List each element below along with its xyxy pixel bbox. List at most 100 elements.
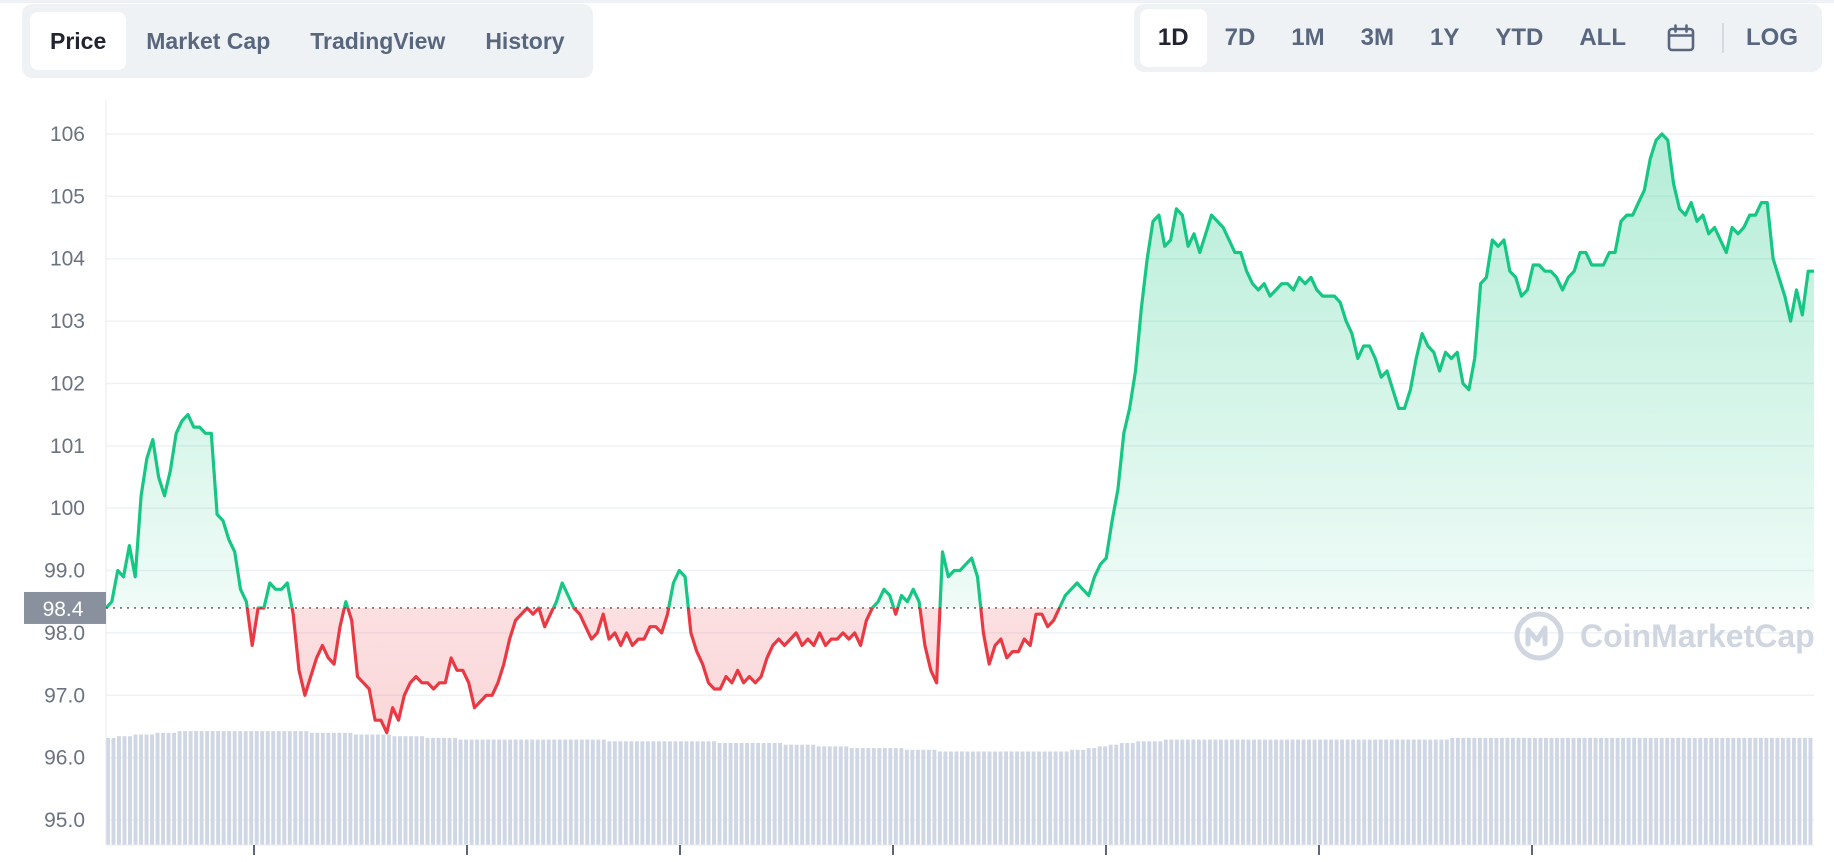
- volume-bar: [910, 749, 915, 845]
- calendar-button[interactable]: [1644, 9, 1718, 67]
- volume-bar: [210, 731, 215, 845]
- volume-bar: [789, 744, 794, 845]
- volume-bar: [651, 741, 656, 845]
- volume-bar: [1213, 739, 1218, 845]
- volume-bar: [1185, 739, 1190, 845]
- volume-bar: [1174, 739, 1179, 845]
- tab-history[interactable]: History: [485, 27, 565, 54]
- volume-bar: [1356, 739, 1361, 845]
- volume-bar: [838, 746, 843, 845]
- volume-bar: [1637, 737, 1642, 845]
- coinmarketcap-logo-icon: [1514, 611, 1564, 661]
- volume-bar: [117, 736, 121, 845]
- volume-bar: [1180, 739, 1185, 845]
- volume-bar: [342, 732, 347, 845]
- volume-bar: [293, 731, 298, 845]
- volume-bar: [739, 743, 744, 845]
- volume-bar: [1676, 737, 1681, 845]
- x-axis-ticks: [106, 844, 1814, 855]
- volume-bar: [1643, 737, 1648, 845]
- tab-market-cap[interactable]: Market Cap: [146, 27, 271, 54]
- volume-bar: [932, 749, 937, 845]
- volume-bar: [1731, 737, 1736, 845]
- volume-bar: [541, 739, 546, 845]
- volume-bar: [1070, 749, 1075, 845]
- volume-bar: [772, 743, 777, 845]
- y-tick-label: 102: [50, 372, 85, 395]
- volume-bar: [1698, 737, 1703, 845]
- volume-bar: [1621, 737, 1626, 845]
- volume-bar: [1505, 737, 1510, 845]
- volume-bar: [563, 739, 568, 845]
- volume-bar: [960, 751, 964, 845]
- volume-bar: [662, 741, 667, 845]
- volume-bar: [844, 746, 849, 845]
- volume-bar: [265, 731, 270, 845]
- volume-bar: [866, 748, 871, 845]
- volume-bar: [1582, 737, 1587, 845]
- reference-badge-label: 98.4: [43, 598, 84, 621]
- volume-bar: [948, 751, 953, 845]
- volume-bar: [568, 739, 573, 845]
- range-ytd-button[interactable]: YTD: [1495, 24, 1544, 51]
- volume-bar: [243, 731, 248, 845]
- range-3m-button[interactable]: 3M: [1360, 24, 1394, 51]
- volume-bar: [1114, 744, 1119, 845]
- volume-bar: [1510, 737, 1515, 845]
- y-tick-label: 101: [50, 435, 85, 458]
- volume-bar: [557, 739, 562, 845]
- volume-bar: [348, 732, 353, 845]
- volume-bar: [194, 731, 199, 845]
- range-1y-button[interactable]: 1Y: [1429, 24, 1460, 51]
- volume-bar: [734, 743, 739, 845]
- range-all-button[interactable]: ALL: [1579, 24, 1626, 51]
- volume-bar: [1246, 739, 1251, 845]
- log-scale-button[interactable]: LOG: [1746, 24, 1798, 51]
- tab-tradingview[interactable]: TradingView: [310, 27, 446, 54]
- volume-bar: [1725, 737, 1730, 845]
- volume-bar: [1053, 751, 1058, 845]
- volume-bar: [486, 739, 491, 845]
- volume-bar: [199, 731, 204, 845]
- volume-bar: [1753, 737, 1758, 845]
- volume-bar: [1202, 739, 1207, 845]
- volume-bar: [623, 741, 628, 845]
- volume-bar: [1802, 737, 1807, 845]
- volume-bar: [1329, 739, 1334, 845]
- top-border: [0, 0, 1834, 3]
- volume-bar: [1009, 751, 1014, 845]
- volume-bar: [1384, 739, 1389, 845]
- volume-bar: [1147, 741, 1152, 845]
- volume-bar: [618, 741, 623, 845]
- volume-bar: [469, 739, 474, 845]
- volume-bar: [822, 746, 827, 845]
- volume-bar: [1780, 737, 1785, 845]
- volume-bar: [1791, 737, 1796, 845]
- volume-bar: [150, 734, 154, 845]
- volume-bar: [133, 734, 138, 845]
- volume-bar: [596, 739, 601, 845]
- volume-bar: [442, 737, 446, 845]
- y-tick-label: 103: [50, 310, 85, 333]
- volume-bar: [144, 734, 149, 845]
- range-1d-button[interactable]: 1D: [1139, 9, 1207, 67]
- volume-bar: [1466, 737, 1471, 845]
- volume-bar: [767, 743, 772, 845]
- volume-bar: [695, 741, 700, 845]
- range-1m-button[interactable]: 1M: [1291, 24, 1325, 51]
- volume-bar: [1747, 737, 1752, 845]
- tab-price[interactable]: Price: [30, 12, 127, 70]
- volume-bar: [1566, 737, 1570, 845]
- volume-bar: [585, 739, 590, 845]
- volume-bar: [1224, 739, 1229, 845]
- volume-bar: [375, 734, 380, 845]
- volume-bar: [238, 731, 243, 845]
- volume-bar: [1097, 746, 1102, 845]
- volume-bar: [1488, 737, 1493, 845]
- volume-bar: [982, 751, 986, 845]
- volume-bar: [447, 737, 452, 845]
- range-7d-button[interactable]: 7D: [1224, 24, 1256, 51]
- volume-bar: [1318, 739, 1323, 845]
- volume-bar: [1042, 751, 1047, 845]
